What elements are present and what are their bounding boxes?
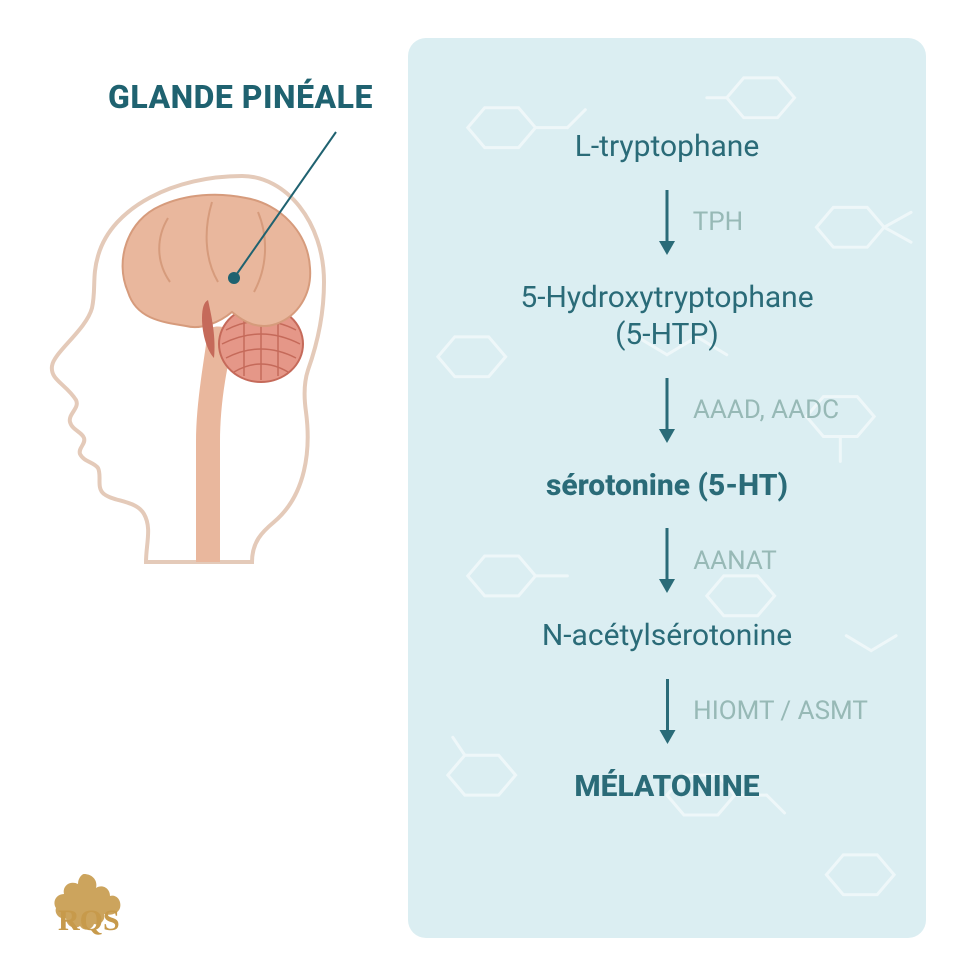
arrow-row-2: AAAD, AADC: [655, 376, 839, 445]
arrow-down-icon: [655, 526, 679, 595]
step-5: MÉLATONINE: [574, 768, 759, 806]
arrow-row-4: HIOMT / ASMT: [655, 677, 868, 746]
enzyme-2: AAAD, AADC: [693, 395, 839, 425]
diagram-title: GLANDE PINÉALE: [108, 78, 373, 116]
arrow-row-1: TPH: [655, 188, 743, 257]
enzyme-1: TPH: [693, 207, 743, 237]
enzyme-3: AANAT: [693, 546, 777, 576]
pathway-column: L-tryptophane TPH 5-Hydroxytryptophane(5…: [408, 38, 926, 938]
arrow-down-icon: [655, 188, 679, 257]
step-2: 5-Hydroxytryptophane(5-HTP): [520, 279, 813, 354]
arrow-down-icon: [655, 677, 679, 746]
brain-illustration: [36, 162, 346, 562]
brand-logo: RQS: [44, 872, 128, 942]
enzyme-4: HIOMT / ASMT: [693, 696, 868, 726]
step-4: N-acétylsérotonine: [542, 617, 792, 655]
step-1: L-tryptophane: [575, 128, 760, 166]
arrow-row-3: AANAT: [655, 526, 777, 595]
step-3: sérotonine (5-HT): [546, 467, 788, 505]
svg-text:RQS: RQS: [58, 904, 120, 937]
arrow-down-icon: [655, 376, 679, 445]
pathway-panel: L-tryptophane TPH 5-Hydroxytryptophane(5…: [408, 38, 926, 938]
